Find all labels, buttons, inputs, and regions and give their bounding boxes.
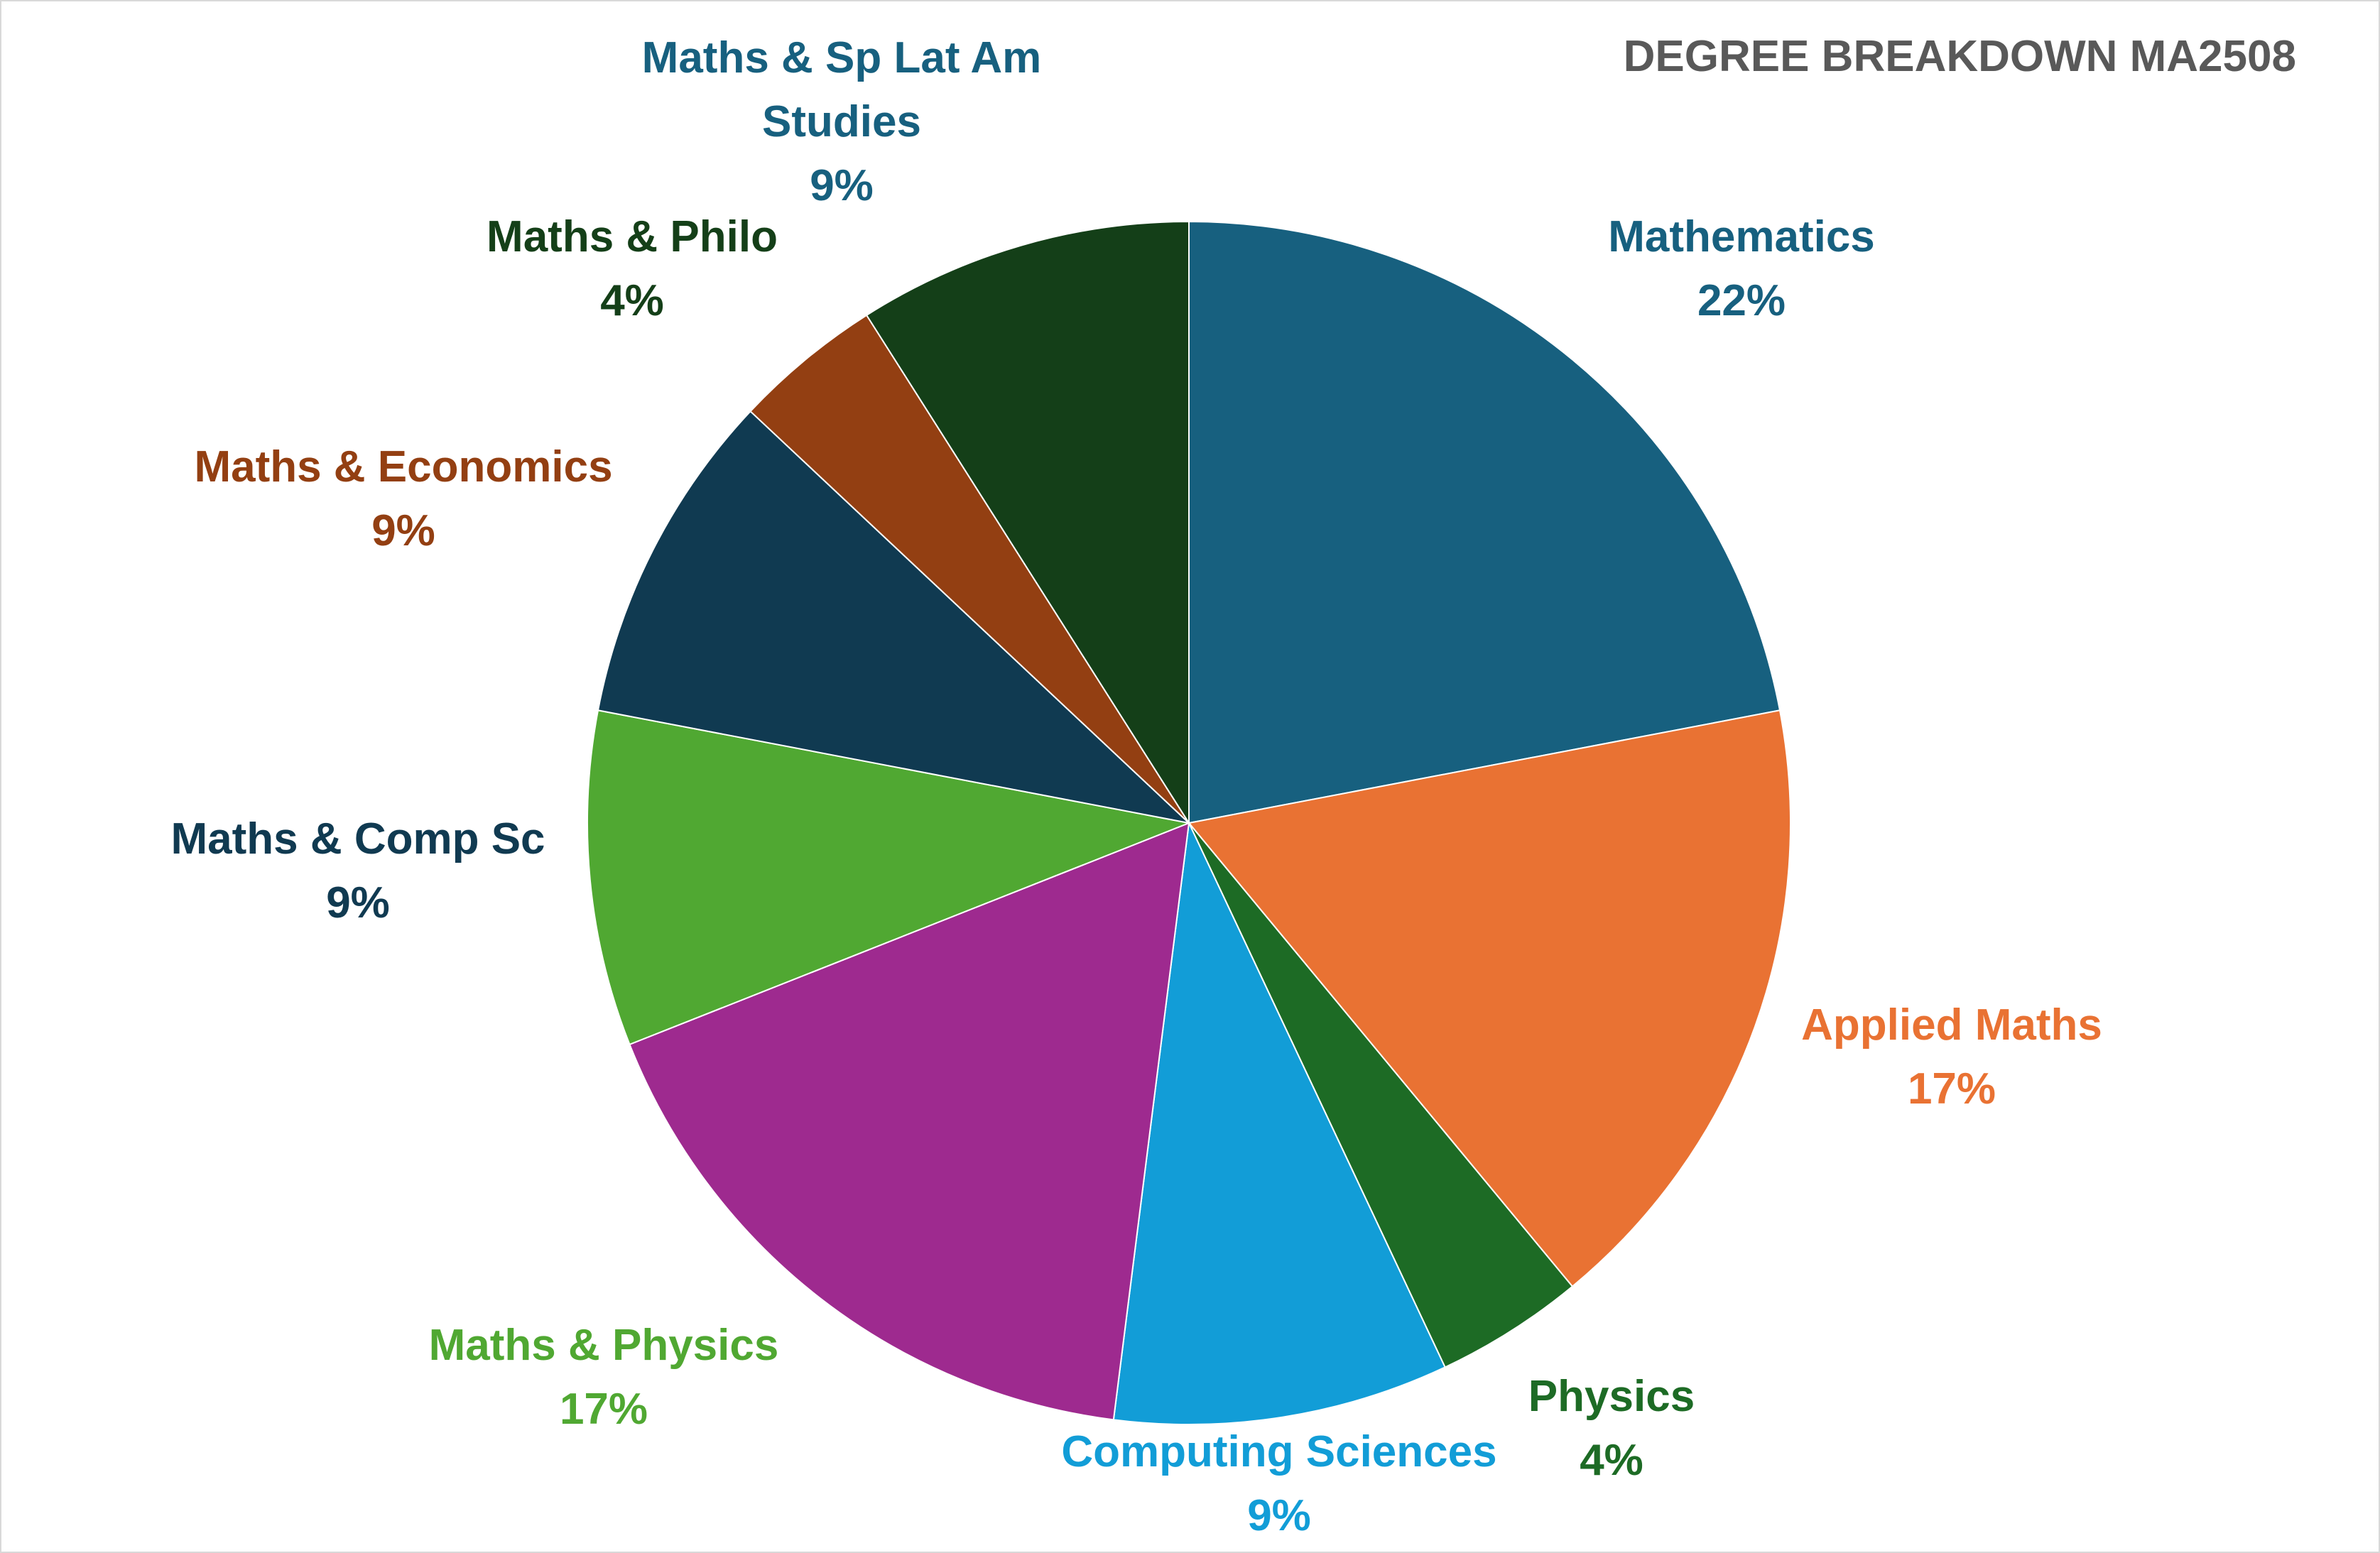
data-label-percent: 9% bbox=[371, 506, 435, 555]
data-label-percent: 9% bbox=[1247, 1491, 1311, 1540]
data-label-maths-comp-sc: Maths & Comp Sc 9% bbox=[170, 814, 545, 927]
pie-slice-computing-sciences bbox=[1112, 820, 1446, 1425]
data-label-category: Physics bbox=[1528, 1372, 1695, 1421]
data-label-applied-maths: Applied Maths 17% bbox=[1801, 1001, 2102, 1113]
data-label-category: Mathematics bbox=[1608, 212, 1875, 261]
data-label-category: Maths & Physics bbox=[429, 1321, 779, 1370]
data-label-category: Maths & Comp Sc bbox=[170, 814, 545, 863]
data-label-category: Maths & Sp Lat Am bbox=[642, 33, 1042, 82]
pie-slice-maths-comp-sc bbox=[587, 709, 1192, 1046]
data-label-physics: Physics 4% bbox=[1528, 1372, 1695, 1485]
data-label-category: Maths & Economics bbox=[194, 442, 612, 491]
chart-title: DEGREE BREAKDOWN MA2508 bbox=[1623, 32, 2296, 81]
data-label-percent: 9% bbox=[326, 878, 390, 927]
pie-slice-mathematics bbox=[1188, 220, 1781, 824]
data-label-computing-sciences: Computing Sciences 9% bbox=[1061, 1427, 1496, 1540]
data-label-percent: 4% bbox=[1580, 1436, 1643, 1485]
data-label-percent: 4% bbox=[600, 276, 664, 325]
data-label-category: Studies bbox=[762, 97, 921, 146]
data-label-percent: 17% bbox=[1908, 1064, 1996, 1113]
data-label-category: Maths & Philo bbox=[487, 212, 778, 261]
data-label-percent: 22% bbox=[1697, 276, 1786, 325]
data-label-maths-economics: Maths & Economics 9% bbox=[194, 442, 612, 555]
data-label-percent: 9% bbox=[810, 161, 874, 210]
data-label-maths-physics: Maths & Physics 17% bbox=[429, 1321, 779, 1434]
data-label-maths-philo: Maths & Philo 4% bbox=[487, 212, 778, 325]
pie-slice-physics bbox=[1188, 822, 1574, 1368]
pie-slice-maths-economics bbox=[597, 410, 1192, 824]
pie-slice-maths-physics bbox=[629, 822, 1190, 1421]
data-label-percent: 17% bbox=[560, 1385, 648, 1434]
data-label-mathematics: Mathematics 22% bbox=[1608, 212, 1875, 325]
pie-slice-applied-maths bbox=[1188, 709, 1791, 1288]
data-label-category: Computing Sciences bbox=[1061, 1427, 1496, 1476]
data-label-maths-sp-lat-am-studies: Maths & Sp Lat Am Studies 9% bbox=[642, 33, 1042, 210]
data-label-category: Applied Maths bbox=[1801, 1001, 2102, 1050]
pie-slice-maths-sp-lat-am-studies bbox=[865, 220, 1190, 826]
pie-slice-maths-philo bbox=[749, 314, 1190, 824]
